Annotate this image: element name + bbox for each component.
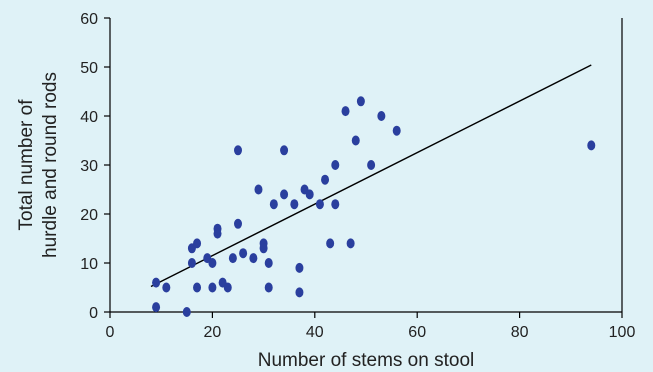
x-tick-label: 60: [408, 324, 426, 341]
y-axis-label-line-2: hurdle and round rods: [40, 72, 61, 258]
y-tick-label: 0: [89, 305, 98, 322]
data-point: [162, 282, 171, 293]
data-point: [152, 277, 161, 288]
data-point: [295, 287, 304, 298]
data-point: [208, 258, 217, 268]
data-point: [295, 262, 304, 273]
data-point: [305, 189, 314, 200]
ticks-layer: 0 20 40 60 80 100 0 10 20 30 40 50 60: [80, 11, 635, 341]
data-point: [259, 243, 268, 254]
data-point: [228, 253, 237, 264]
data-point: [326, 238, 335, 249]
data-point: [290, 199, 299, 210]
y-tick-label: 30: [80, 158, 98, 175]
data-point: [223, 282, 232, 293]
data-point: [280, 189, 289, 200]
data-point: [367, 160, 376, 170]
data-point: [346, 238, 355, 249]
data-point: [392, 125, 401, 136]
data-point: [239, 248, 248, 259]
data-point: [331, 199, 340, 210]
x-tick-label: 20: [204, 324, 222, 341]
data-point: [280, 145, 289, 156]
y-tick-label: 60: [80, 11, 98, 28]
data-point: [193, 238, 202, 249]
data-point: [254, 184, 263, 195]
data-point: [208, 282, 217, 293]
y-tick-label: 20: [80, 207, 98, 224]
data-point: [213, 228, 222, 239]
data-point: [264, 282, 273, 293]
data-point: [331, 160, 340, 170]
y-axis-label-line-1: Total number of: [16, 99, 37, 231]
x-tick-label: 40: [306, 324, 324, 341]
data-point: [315, 199, 324, 210]
x-axis-label: Number of stems on stool: [258, 350, 474, 371]
x-tick-label: 80: [511, 324, 529, 341]
y-tick-label: 50: [80, 60, 98, 77]
data-point: [193, 282, 202, 293]
data-point: [182, 307, 191, 317]
data-point: [587, 140, 596, 151]
y-tick-label: 10: [80, 256, 98, 273]
y-tick-label: 40: [80, 109, 98, 126]
data-point: [234, 145, 242, 156]
data-point: [187, 258, 196, 268]
data-point: [152, 302, 161, 313]
data-point: [249, 253, 258, 264]
data-point: [356, 96, 365, 107]
data-point: [377, 111, 386, 121]
data-point: [264, 258, 273, 268]
x-tick-label: 0: [106, 324, 115, 341]
data-point: [234, 218, 242, 229]
trendline: [150, 64, 592, 288]
x-tick-label: 100: [609, 324, 636, 341]
points-layer: [152, 96, 596, 317]
data-point: [269, 199, 278, 210]
data-point: [321, 174, 330, 185]
data-point: [351, 135, 360, 146]
data-point: [341, 106, 350, 117]
